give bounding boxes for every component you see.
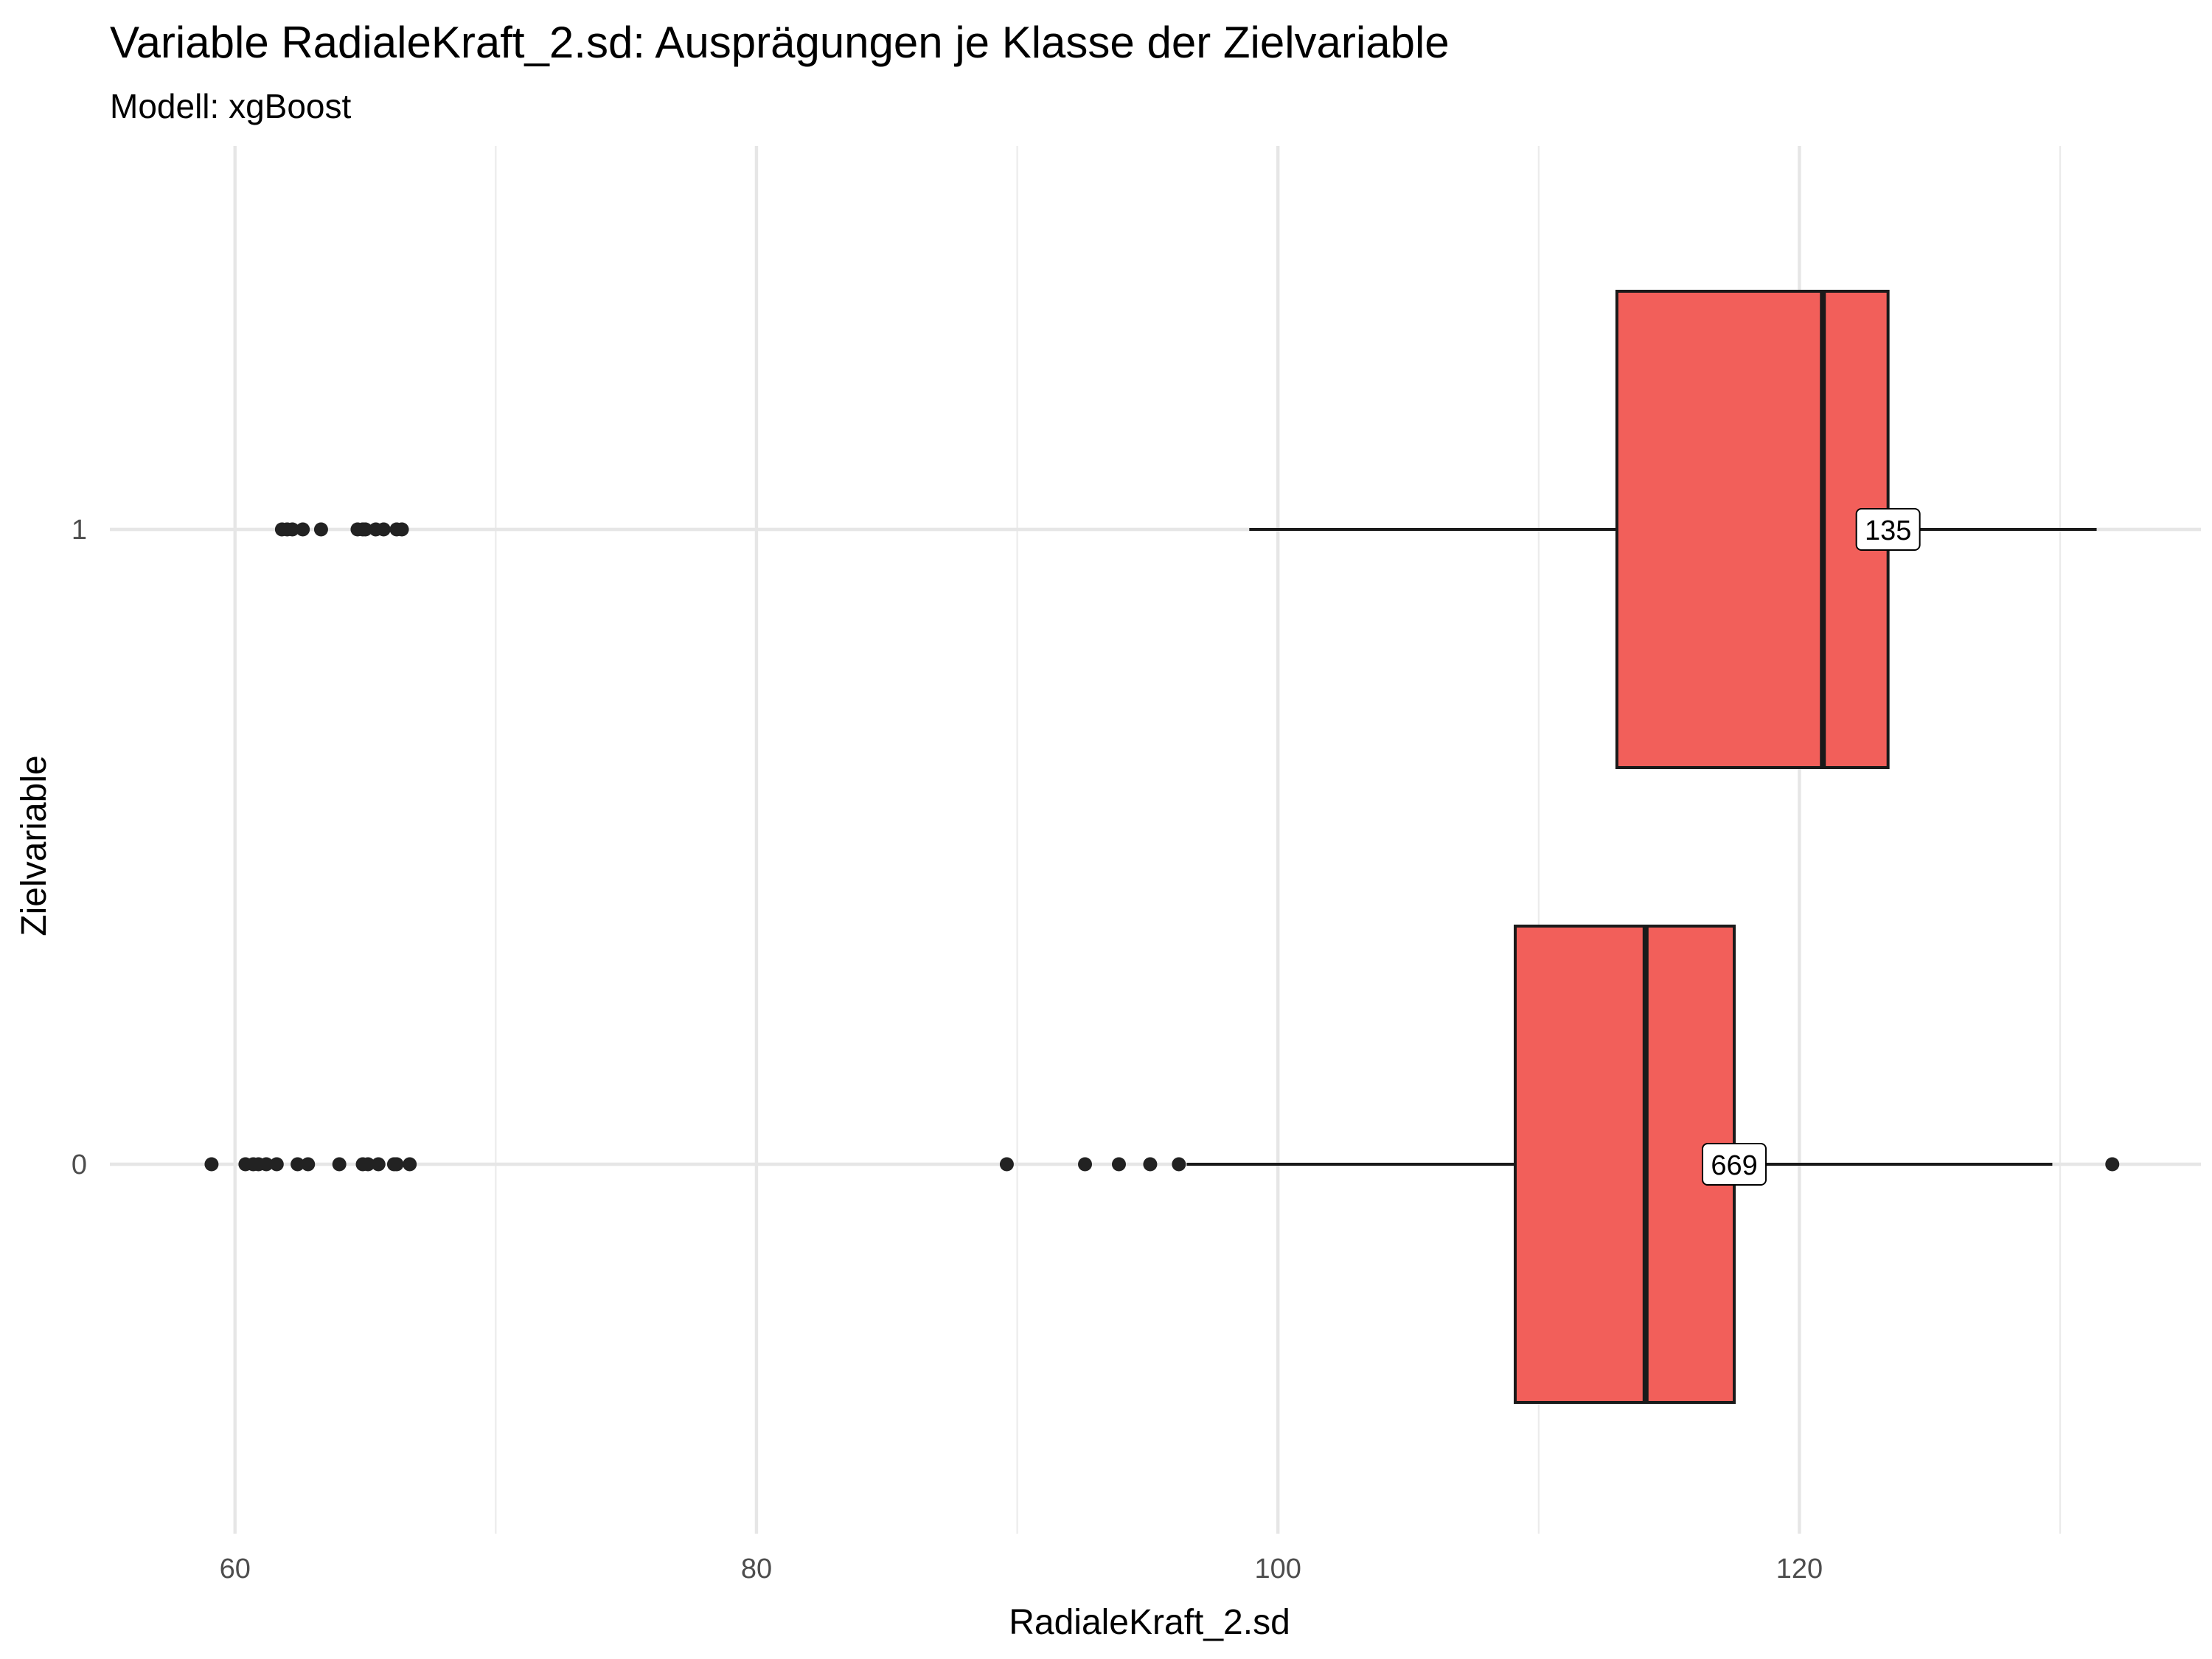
outlier-point [1111,1157,1126,1172]
y-tick-label: 1 [72,515,87,546]
y-axis-title: Zielvariable [15,755,54,936]
outlier-point [296,522,310,537]
outlier-point [403,1157,417,1172]
count-label-box [1702,1143,1767,1186]
outlier-point [1172,1157,1186,1172]
chart-subtitle: Modell: xgBoost [110,87,351,125]
outlier-point [999,1157,1014,1172]
count-label: 135 [1865,515,1911,546]
chart-title: Variable RadialeKraft_2.sd: Ausprägungen… [110,18,1450,67]
outlier-point [301,1157,316,1172]
y-tick-label: 0 [72,1150,87,1180]
outlier-point [371,1157,386,1172]
box-iqr [1615,290,1890,769]
y-axis-ticks: 01 [72,515,87,1180]
box-group-0: 669 [204,925,2120,1404]
outlier-point [1143,1157,1158,1172]
outlier-point [394,522,409,537]
x-axis-ticks: 60 80 100 120 [220,1554,1823,1585]
x-tick-label: 60 [220,1554,251,1585]
outlier-point [259,1157,274,1172]
count-label-box [1855,508,1921,551]
x-tick-label: 80 [741,1554,772,1585]
outlier-point [285,522,300,537]
outlier-point [2105,1157,2120,1172]
box-group-1: 135 [274,290,2097,769]
plot-area: 669 135 [204,290,2120,1404]
x-tick-label: 120 [1776,1554,1823,1585]
outlier-point [389,1157,404,1172]
outlier-point [376,522,391,537]
outlier-point [1078,1157,1093,1172]
outlier-point [269,1157,284,1172]
x-axis-title: RadialeKraft_2.sd [1009,1603,1290,1642]
outlier-point [332,1157,347,1172]
outlier-point [291,1157,305,1172]
outlier-point [204,1157,219,1172]
outlier-point [361,1157,375,1172]
count-label: 669 [1711,1150,1757,1181]
outlier-point [358,522,373,537]
x-tick-label: 100 [1254,1554,1301,1585]
box-iqr [1513,925,1736,1404]
outlier-point [313,522,328,537]
